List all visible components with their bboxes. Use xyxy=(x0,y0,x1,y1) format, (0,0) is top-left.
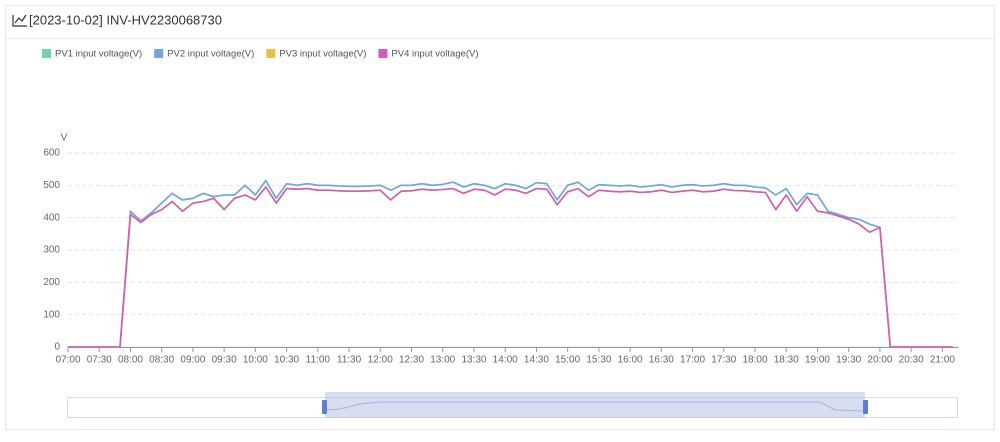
x-tick-label: 13:00 xyxy=(430,355,455,366)
zoom-window[interactable] xyxy=(325,392,865,418)
x-tick-label: 19:00 xyxy=(805,355,830,366)
x-tick-label: 07:30 xyxy=(87,355,112,366)
legend-label: PV2 input voltage(V) xyxy=(167,49,254,60)
legend-item[interactable]: PV3 input voltage(V) xyxy=(266,49,366,60)
legend-swatch xyxy=(42,49,51,58)
panel-title: [2023-10-02] INV-HV2230068730 xyxy=(29,12,222,27)
legend-item[interactable]: PV2 input voltage(V) xyxy=(154,49,254,60)
x-tick-label: 10:30 xyxy=(274,355,299,366)
legend-swatch xyxy=(378,49,388,58)
x-tick-label: 12:00 xyxy=(368,355,393,366)
chart-icon xyxy=(12,14,27,27)
series-line xyxy=(68,186,953,348)
legend-swatch xyxy=(266,49,276,58)
x-tick-label: 09:00 xyxy=(180,355,205,366)
y-tick-label: 0 xyxy=(54,342,60,353)
legend-item[interactable]: PV1 input voltage(V) xyxy=(42,49,142,60)
x-tick-label: 11:00 xyxy=(306,355,331,366)
x-tick-label: 16:30 xyxy=(649,355,674,366)
y-tick-label: 500 xyxy=(43,180,60,191)
y-tick-label: 100 xyxy=(43,309,60,320)
x-tick-label: 09:30 xyxy=(212,355,237,366)
legend-label: PV4 input voltage(V) xyxy=(391,49,478,60)
y-tick-label: 200 xyxy=(43,277,60,288)
x-tick-label: 16:00 xyxy=(618,355,643,366)
x-tick-label: 17:30 xyxy=(711,355,736,366)
x-tick-label: 15:30 xyxy=(586,355,611,366)
x-tick-label: 08:30 xyxy=(149,355,174,366)
x-tick-label: 20:00 xyxy=(867,355,892,366)
x-tick-label: 11:30 xyxy=(337,355,362,366)
y-tick-label: 400 xyxy=(43,212,60,223)
legend-swatch xyxy=(154,49,164,58)
x-tick-label: 14:00 xyxy=(493,355,518,366)
x-tick-label: 08:00 xyxy=(118,355,143,366)
zoom-preview xyxy=(324,401,866,412)
x-tick-label: 13:30 xyxy=(461,355,486,366)
series-line xyxy=(68,179,953,348)
y-tick-label: 300 xyxy=(43,245,60,256)
y-tick-label: 600 xyxy=(43,148,60,159)
x-tick-label: 07:00 xyxy=(55,355,80,366)
x-tick-label: 15:00 xyxy=(555,355,580,366)
x-tick-label: 18:00 xyxy=(743,355,768,366)
zoom-handle-left[interactable] xyxy=(322,400,327,414)
x-tick-label: 12:30 xyxy=(399,355,424,366)
x-tick-label: 18:30 xyxy=(774,355,799,366)
legend-label: PV1 input voltage(V) xyxy=(55,49,142,60)
x-tick-label: 14:30 xyxy=(524,355,549,366)
x-tick-label: 20:30 xyxy=(899,355,924,366)
x-tick-label: 19:30 xyxy=(836,355,861,366)
card xyxy=(5,5,995,430)
legend-label: PV3 input voltage(V) xyxy=(279,49,366,60)
legend-item[interactable]: PV4 input voltage(V) xyxy=(378,49,479,60)
zoom-handle-right[interactable] xyxy=(863,400,868,414)
data-zoom[interactable] xyxy=(67,392,958,418)
y-axis-label: V xyxy=(61,133,68,144)
x-tick-label: 10:00 xyxy=(243,355,268,366)
x-tick-label: 21:00 xyxy=(930,355,955,366)
x-tick-label: 17:00 xyxy=(680,355,705,366)
